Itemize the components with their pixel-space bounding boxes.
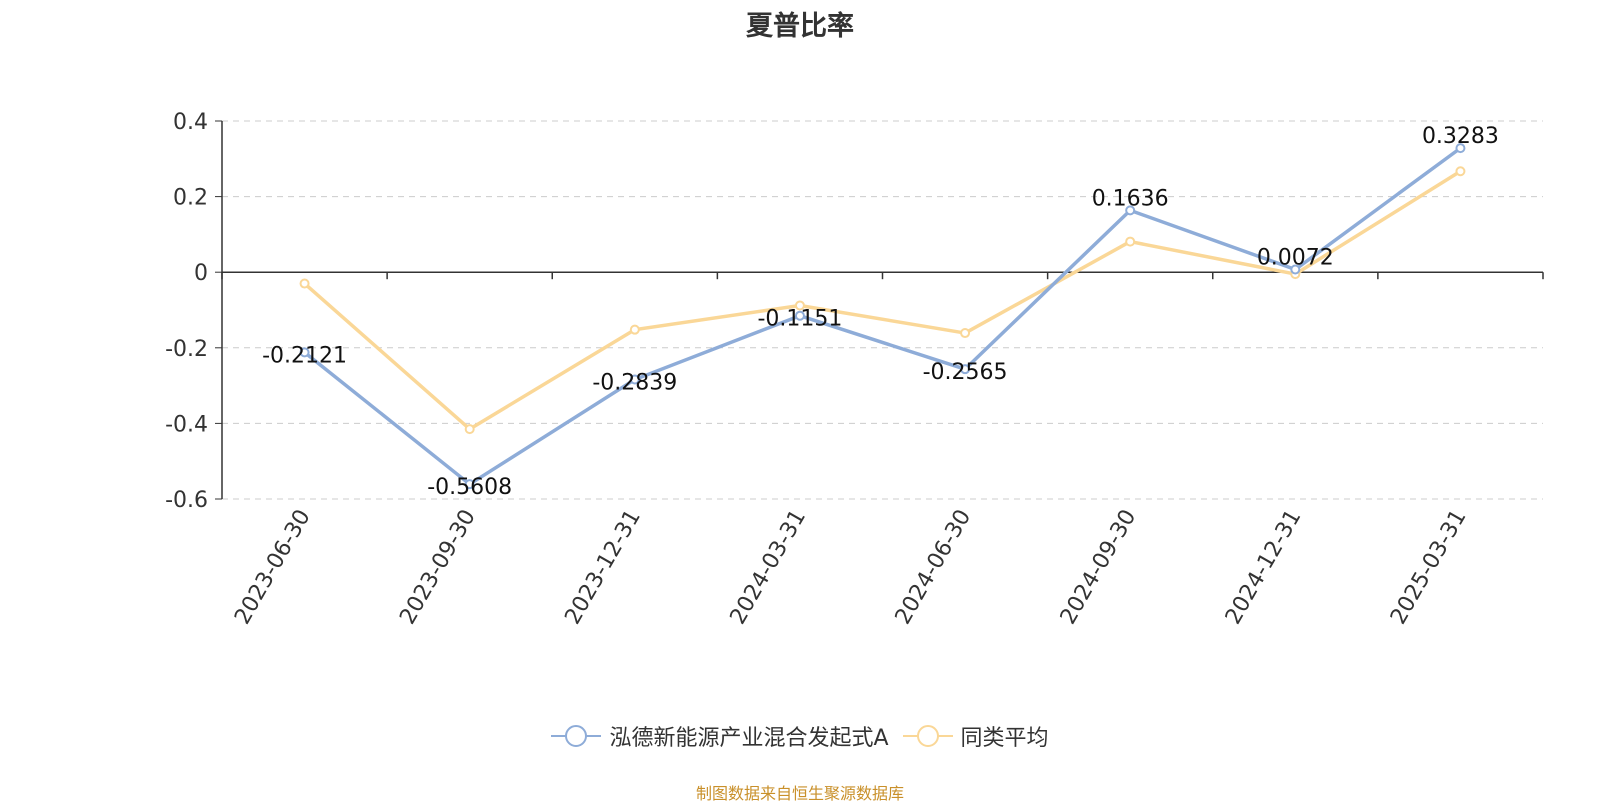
x-tick-label: 2023-06-30 — [230, 506, 316, 629]
x-tick-label: 2023-12-31 — [560, 506, 646, 629]
x-tick-label: 2023-09-30 — [395, 506, 481, 629]
data-point-series-2 — [960, 328, 971, 339]
y-tick-label: 0.2 — [173, 186, 208, 211]
x-tick-label: 2024-03-31 — [726, 506, 812, 629]
data-point-series-1 — [464, 479, 475, 490]
x-tick-label: 2024-06-30 — [891, 506, 977, 629]
y-tick-label: -0.6 — [165, 488, 208, 513]
data-point-series-1 — [1290, 264, 1301, 275]
legend-marker-series-2 — [902, 725, 953, 747]
data-point-series-1 — [794, 310, 805, 321]
legend-item-series-2[interactable]: 同类平均 — [902, 720, 1049, 752]
chart-title: 夏普比率 — [746, 11, 854, 42]
data-point-series-1 — [299, 347, 310, 358]
y-tick-label: -0.4 — [165, 412, 208, 437]
y-tick-label: -0.2 — [165, 337, 208, 362]
data-point-series-2 — [1455, 166, 1466, 177]
legend-marker-series-1 — [551, 725, 602, 747]
y-tick-label: 0.4 — [173, 110, 208, 135]
data-label: -0.2565 — [923, 360, 1008, 385]
legend-label-series-2: 同类平均 — [960, 726, 1049, 751]
data-point-series-2 — [464, 424, 475, 435]
chart-legend: 泓德新能源产业混合发起式A 同类平均 — [0, 720, 1600, 752]
x-tick-label: 2025-03-31 — [1386, 506, 1472, 629]
data-label: 0.3283 — [1422, 124, 1499, 149]
data-point-series-1 — [1455, 143, 1466, 154]
x-tick-label: 2024-09-30 — [1056, 506, 1142, 629]
data-point-series-2 — [794, 300, 805, 311]
data-label: -0.2839 — [592, 371, 677, 396]
data-label: -0.5608 — [427, 475, 512, 500]
data-point-series-1 — [1125, 205, 1136, 216]
data-point-series-2 — [299, 278, 310, 289]
data-label: -0.2121 — [262, 343, 347, 368]
data-point-series-2 — [629, 324, 640, 335]
data-point-series-1 — [629, 374, 640, 385]
x-tick-label: 2024-12-31 — [1221, 506, 1307, 629]
data-label: -0.1151 — [757, 307, 842, 332]
series-line-1 — [303, 146, 1462, 486]
legend-item-series-1[interactable]: 泓德新能源产业混合发起式A — [551, 720, 889, 752]
series-line-2 — [303, 169, 1462, 431]
data-label: 0.0072 — [1257, 245, 1334, 270]
data-point-series-1 — [960, 364, 971, 375]
data-point-series-2 — [1125, 236, 1136, 247]
y-tick-label: 0 — [194, 261, 208, 286]
legend-label-series-1: 泓德新能源产业混合发起式A — [609, 726, 889, 751]
data-source-note: 制图数据来自恒生聚源数据库 — [695, 784, 904, 803]
data-label: 0.1636 — [1092, 186, 1169, 211]
